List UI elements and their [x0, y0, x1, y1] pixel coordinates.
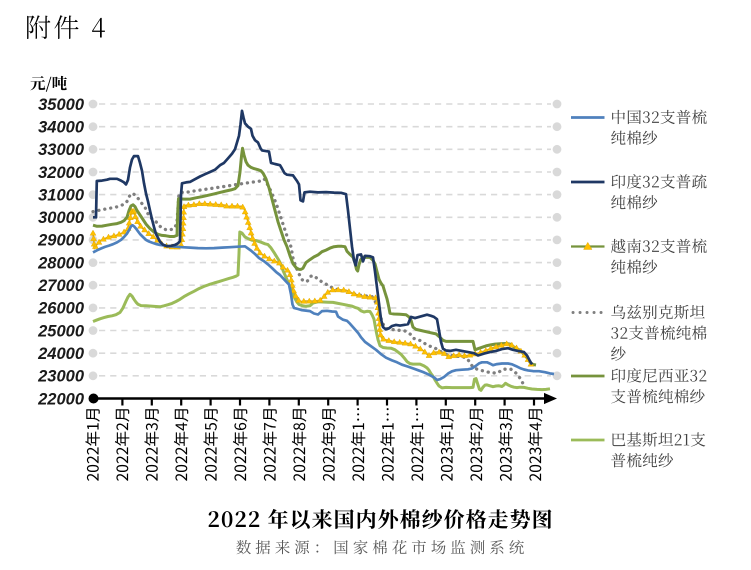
svg-text:31000: 31000	[38, 186, 85, 204]
svg-text:30000: 30000	[38, 209, 85, 227]
svg-text:29000: 29000	[37, 232, 85, 250]
svg-text:33000: 33000	[38, 141, 85, 159]
svg-text:23000: 23000	[37, 368, 85, 386]
svg-text:26000: 26000	[37, 300, 85, 318]
svg-text:34000: 34000	[38, 119, 85, 137]
svg-text:22000: 22000	[37, 390, 85, 408]
svg-text:25000: 25000	[37, 322, 85, 340]
svg-text:24000: 24000	[37, 345, 85, 363]
svg-text:28000: 28000	[37, 254, 85, 272]
svg-text:32000: 32000	[38, 164, 85, 182]
svg-text:35000: 35000	[38, 96, 85, 114]
svg-text:27000: 27000	[37, 277, 85, 295]
